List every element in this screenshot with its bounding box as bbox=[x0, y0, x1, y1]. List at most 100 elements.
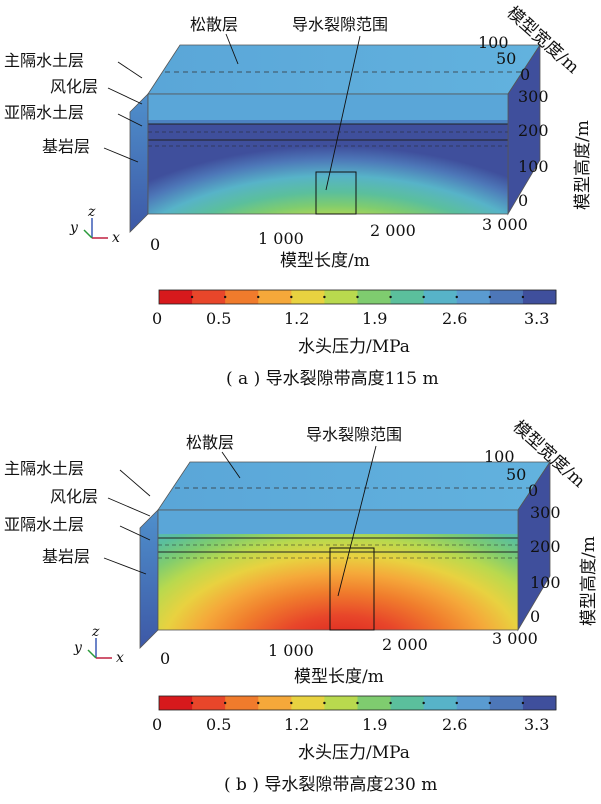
pressure-field-front bbox=[148, 94, 508, 214]
height-tick: 0 bbox=[518, 191, 528, 210]
colorbar-segment bbox=[522, 696, 557, 710]
height-tick: 100 bbox=[530, 573, 561, 592]
colorbar-segment bbox=[225, 696, 259, 710]
colorbar-divider bbox=[488, 295, 492, 299]
colorbar-divider bbox=[223, 295, 227, 299]
colorbar-tick: 1.2 bbox=[284, 309, 309, 328]
model-figure-a: 松散层 主隔水土层 风化层 亚隔水土层 基岩层 导水裂隙范围 0 1 000 2… bbox=[4, 3, 593, 389]
layer-label: 风化层 bbox=[50, 77, 98, 96]
colorbar-segment bbox=[357, 290, 392, 304]
height-tick: 0 bbox=[530, 607, 540, 626]
layer-label: 松散层 bbox=[186, 433, 234, 452]
colorbar-divider bbox=[290, 295, 293, 299]
colorbar-tick: 0 bbox=[152, 715, 162, 734]
colorbar-divider bbox=[488, 701, 492, 705]
colorbar-divider bbox=[257, 295, 260, 299]
panel-b: 松散层 主隔水土层 风化层 亚隔水土层 基岩层 导水裂隙范围 0 1 000 2… bbox=[0, 400, 601, 800]
height-axis-label: 模型高度/m bbox=[573, 120, 593, 210]
colorbar-label: 水头压力/MPa bbox=[298, 743, 410, 763]
figure-caption: ( b ) 导水裂隙带高度230 m bbox=[224, 775, 437, 795]
colorbar-segment bbox=[423, 290, 458, 304]
colorbar-segment bbox=[324, 696, 358, 710]
triad-x: x bbox=[116, 650, 124, 666]
colorbar-segment bbox=[357, 696, 392, 710]
width-tick: 100 bbox=[478, 33, 509, 52]
height-tick: 200 bbox=[530, 537, 561, 556]
model-left-face bbox=[139, 509, 159, 649]
layer-label: 亚隔水土层 bbox=[4, 515, 84, 534]
fracture-label: 导水裂隙范围 bbox=[306, 425, 402, 444]
length-tick: 3 000 bbox=[492, 629, 538, 648]
height-axis-label: 模型高度/m bbox=[579, 536, 599, 626]
colorbar-tick: 3.3 bbox=[524, 309, 549, 328]
colorbar-tick: 0.5 bbox=[206, 309, 231, 328]
model-figure-b: 松散层 主隔水土层 风化层 亚隔水土层 基岩层 导水裂隙范围 0 1 000 2… bbox=[4, 417, 599, 795]
colorbar-segment bbox=[258, 290, 292, 304]
layer-label: 基岩层 bbox=[42, 137, 90, 156]
layer-label: 主隔水土层 bbox=[4, 459, 84, 478]
colorbar-segment bbox=[159, 290, 193, 304]
colorbar-divider bbox=[290, 701, 293, 705]
length-axis-label: 模型长度/m bbox=[294, 667, 384, 687]
colorbar-divider bbox=[356, 295, 359, 299]
colorbar-segment bbox=[489, 290, 524, 304]
colorbar-divider bbox=[356, 701, 359, 705]
colorbar-tick: 0.5 bbox=[206, 715, 231, 734]
colorbar-tick: 1.9 bbox=[362, 309, 387, 328]
fracture-label: 导水裂隙范围 bbox=[292, 15, 388, 34]
length-tick: 2 000 bbox=[370, 221, 416, 240]
width-tick: 50 bbox=[506, 465, 526, 484]
colorbar-divider bbox=[323, 295, 326, 299]
colorbar-segment bbox=[390, 290, 425, 304]
colorbar-segment bbox=[225, 290, 259, 304]
colorbar-divider bbox=[190, 701, 194, 705]
colorbar-divider bbox=[521, 701, 525, 705]
colorbar-divider bbox=[223, 701, 227, 705]
colorbar-segment bbox=[192, 696, 226, 710]
colorbar-segment bbox=[489, 696, 524, 710]
length-tick: 0 bbox=[150, 235, 160, 254]
width-tick: 0 bbox=[528, 481, 538, 500]
colorbar-segment bbox=[258, 696, 292, 710]
height-tick: 300 bbox=[530, 503, 561, 522]
length-tick: 2 000 bbox=[382, 635, 428, 654]
fracture-zone bbox=[315, 171, 357, 215]
colorbar-divider bbox=[455, 701, 458, 705]
colorbar-label: 水头压力/MPa bbox=[298, 337, 410, 357]
colorbar-tick: 2.6 bbox=[442, 715, 467, 734]
colorbar-tick: 3.3 bbox=[524, 715, 549, 734]
width-tick: 0 bbox=[520, 65, 530, 84]
model-top-face bbox=[147, 44, 541, 95]
fracture-zone bbox=[329, 547, 375, 631]
colorbar-divider bbox=[190, 295, 194, 299]
triad-z: z bbox=[87, 204, 96, 220]
colorbar-segment bbox=[291, 696, 325, 710]
colorbar-segment bbox=[456, 696, 491, 710]
length-tick: 3 000 bbox=[482, 215, 528, 234]
axes-triad: z y x bbox=[69, 204, 120, 246]
colorbar-divider bbox=[323, 701, 326, 705]
model-top-face bbox=[157, 461, 551, 511]
colorbar-segment bbox=[456, 290, 491, 304]
axes-triad: z y x bbox=[73, 624, 124, 666]
colorbar-divider bbox=[389, 295, 392, 299]
colorbar-tick: 1.9 bbox=[362, 715, 387, 734]
layer-label: 亚隔水土层 bbox=[4, 103, 84, 122]
colorbar-divider bbox=[422, 701, 425, 705]
colorbar-segment bbox=[522, 290, 557, 304]
colorbar bbox=[158, 289, 557, 305]
height-tick: 200 bbox=[518, 121, 549, 140]
colorbar-segment bbox=[324, 290, 358, 304]
width-tick: 50 bbox=[496, 49, 516, 68]
colorbar-segment bbox=[291, 290, 325, 304]
length-tick: 1 000 bbox=[258, 229, 304, 248]
colorbar-segment bbox=[192, 290, 226, 304]
colorbar-divider bbox=[257, 701, 260, 705]
triad-z: z bbox=[91, 624, 100, 640]
layer-label: 松散层 bbox=[190, 15, 238, 34]
height-tick: 300 bbox=[518, 87, 549, 106]
layer-leaders bbox=[103, 33, 239, 163]
width-tick: 100 bbox=[484, 447, 515, 466]
length-tick: 0 bbox=[160, 649, 170, 668]
triad-y: y bbox=[69, 220, 79, 236]
